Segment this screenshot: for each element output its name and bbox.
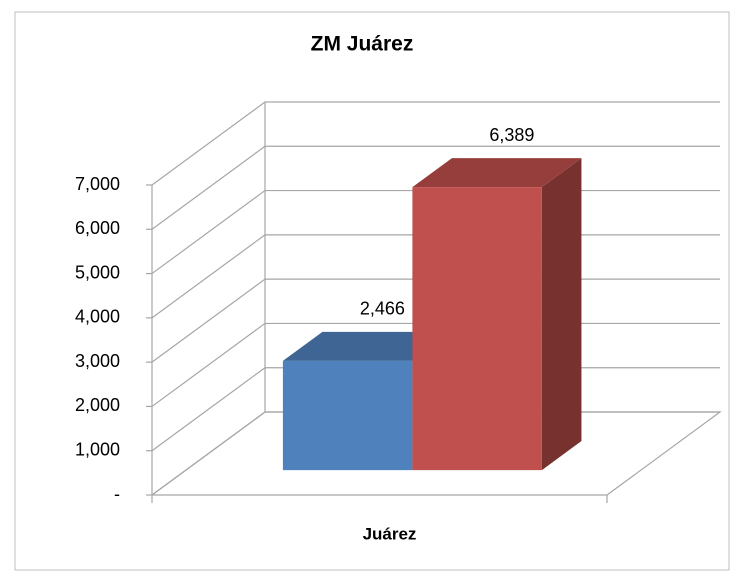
chart-frame xyxy=(14,11,730,571)
y-tick-label: 5,000 xyxy=(75,262,120,282)
y-tick-label: - xyxy=(114,484,120,504)
bar-top xyxy=(282,331,452,361)
bar-top xyxy=(412,158,582,188)
chart-title: ZM Juárez xyxy=(311,33,414,56)
y-tick-label: 4,000 xyxy=(75,307,120,327)
data-label: 6,389 xyxy=(489,125,534,145)
y-tick-label: 2,000 xyxy=(75,395,120,415)
bar xyxy=(412,158,582,471)
data-label: 2,466 xyxy=(360,299,405,319)
grid-line xyxy=(151,145,720,230)
y-tick-label: 1,000 xyxy=(75,439,120,459)
grid-line xyxy=(151,101,720,186)
bar-front xyxy=(412,187,542,471)
y-tick-label: 7,000 xyxy=(75,174,120,194)
x-tick-label: Juárez xyxy=(363,524,417,543)
y-tick-label: 6,000 xyxy=(75,218,120,238)
bar-front xyxy=(282,360,413,471)
bar-side xyxy=(541,158,582,471)
y-tick-label: 3,000 xyxy=(75,351,120,371)
